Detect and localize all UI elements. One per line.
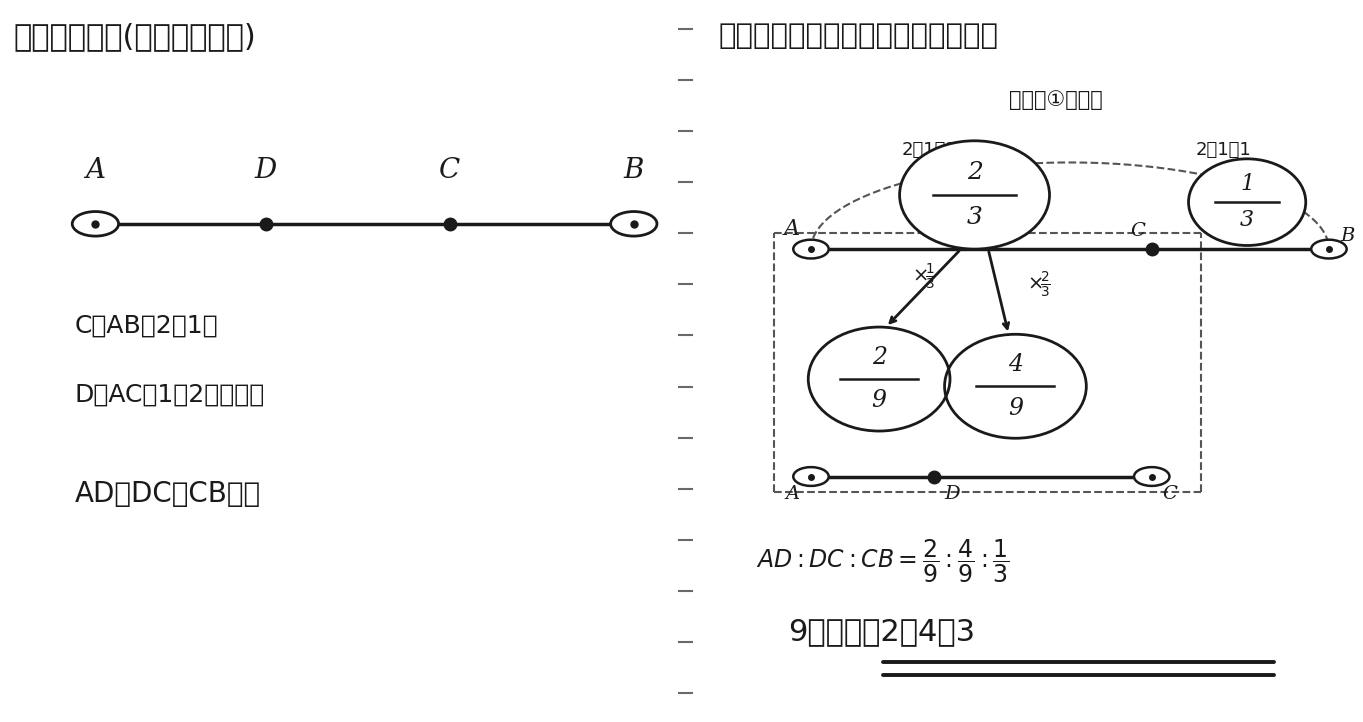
Text: 全体を①とする: 全体を①とする xyxy=(1010,90,1103,110)
Text: C: C xyxy=(1130,222,1145,240)
Text: 1: 1 xyxy=(1240,173,1254,195)
Text: 9: 9 xyxy=(871,389,887,412)
Text: B: B xyxy=(1340,227,1355,245)
Text: $\times\!\frac{2}{3}$: $\times\!\frac{2}{3}$ xyxy=(1026,269,1051,300)
Text: 2：1の1: 2：1の1 xyxy=(1197,141,1251,159)
Circle shape xyxy=(72,212,119,236)
Ellipse shape xyxy=(945,334,1086,438)
Circle shape xyxy=(1311,240,1347,258)
Ellipse shape xyxy=(808,327,950,431)
Text: C: C xyxy=(439,157,461,184)
Text: 2: 2 xyxy=(871,346,887,369)
Text: 〈解法２〉細かく割合で分けていく: 〈解法２〉細かく割合で分けていく xyxy=(718,22,998,50)
Circle shape xyxy=(1134,467,1169,486)
Ellipse shape xyxy=(900,141,1050,249)
Text: 9: 9 xyxy=(1007,396,1024,419)
Text: $AD:DC:CB=\dfrac{2}{9}:\dfrac{4}{9}:\dfrac{1}{3}$: $AD:DC:CB=\dfrac{2}{9}:\dfrac{4}{9}:\dfr… xyxy=(756,538,1010,586)
Text: 9倍して、2：4：3: 9倍して、2：4：3 xyxy=(788,617,975,646)
Circle shape xyxy=(611,212,657,236)
Text: 2: 2 xyxy=(966,161,983,183)
Text: C: C xyxy=(1163,485,1178,503)
Text: D: D xyxy=(255,157,277,184)
Text: 底辺比面積比(比をそろえる): 底辺比面積比(比をそろえる) xyxy=(14,22,256,51)
Text: DはACを1：2に分ける: DはACを1：2に分ける xyxy=(75,383,266,406)
Text: 4: 4 xyxy=(1007,353,1024,376)
Circle shape xyxy=(793,240,829,258)
Text: $\times\!\frac{1}{3}$: $\times\!\frac{1}{3}$ xyxy=(912,262,936,292)
Text: CはABを2：1に: CはABを2：1に xyxy=(75,314,218,338)
Ellipse shape xyxy=(1189,159,1306,245)
Text: A: A xyxy=(86,157,105,184)
Text: 3: 3 xyxy=(1240,209,1254,231)
Text: B: B xyxy=(624,157,643,184)
Circle shape xyxy=(793,467,829,486)
Text: A: A xyxy=(786,485,800,503)
Text: D: D xyxy=(945,485,960,503)
Text: 3: 3 xyxy=(966,206,983,229)
Text: AD：DC：CBは？: AD：DC：CBは？ xyxy=(75,480,262,508)
Text: 2：1の2: 2：1の2 xyxy=(902,141,957,159)
Text: A: A xyxy=(784,219,800,240)
